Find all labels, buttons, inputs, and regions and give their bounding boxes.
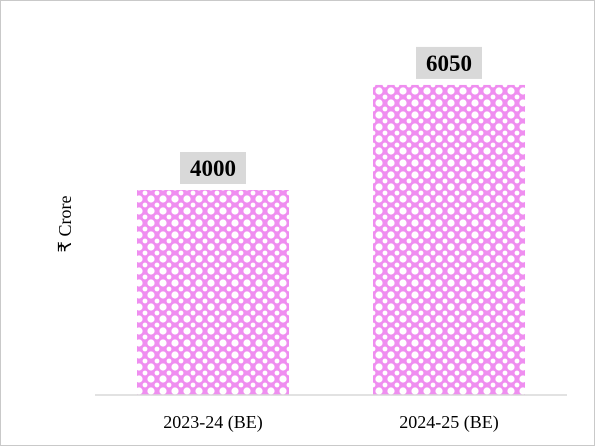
bar-2 <box>373 84 525 395</box>
x-tick-label-2: 2024-25 (BE) <box>399 412 498 433</box>
bars-group <box>137 84 525 395</box>
data-labels-group: 4000 6050 <box>180 46 482 184</box>
data-label-2: 6050 <box>426 51 472 76</box>
x-tick-labels-group: 2023-24 (BE) 2024-25 (BE) <box>163 412 498 433</box>
y-axis-label: ₹ Crore <box>55 196 75 253</box>
bar-1 <box>137 190 289 395</box>
data-label-1: 4000 <box>190 156 236 181</box>
x-tick-label-1: 2023-24 (BE) <box>163 412 262 433</box>
data-label-box-1 <box>180 152 246 184</box>
data-label-box-2 <box>416 46 482 79</box>
